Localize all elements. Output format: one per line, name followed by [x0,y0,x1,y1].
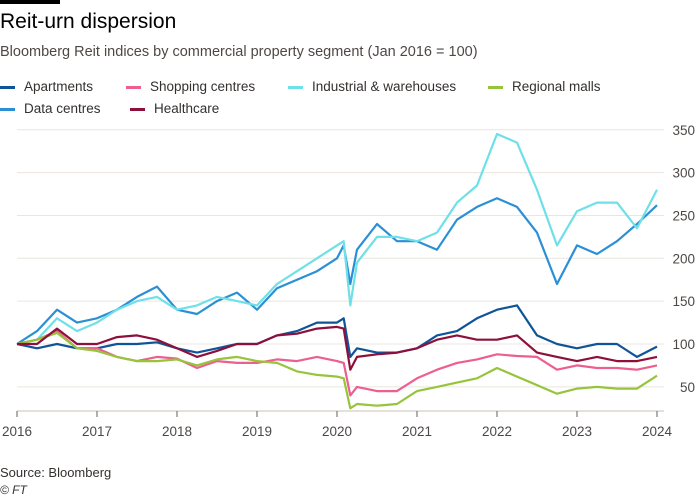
line-chart: 50 100 150 200 250 300 350 2016 2017 2018 2019 2020… [2,123,695,439]
legend-item: Shopping centres [126,79,255,94]
x-tick-label: 2023 [562,424,592,439]
legend-item: Apartments [0,79,93,94]
x-tick-label: 2018 [162,424,192,439]
y-tick-label: 100 [672,337,695,352]
legend-item: Healthcare [130,101,219,116]
legend-label: Healthcare [154,101,220,116]
source-note: Source: Bloomberg [0,465,112,480]
legend-swatch [0,85,15,89]
legend-item: Industrial & warehouses [288,79,456,94]
x-tick-label: 2017 [82,424,112,439]
series-line-shopping-centres [16,330,658,397]
legend-item: Data centres [0,101,101,116]
legend-label: Regional malls [512,79,601,94]
legend-label: Shopping centres [150,79,256,94]
series-line-regional-malls [16,331,658,410]
y-tick-label: 200 [672,251,695,266]
chart-subtitle: Bloomberg Reit indices by commercial pro… [0,44,478,60]
series-line-healthcare [17,325,658,371]
legend-label: Apartments [24,79,94,94]
legend-swatch [130,107,145,111]
x-tick-label: 2024 [642,424,673,439]
x-tick-label: 2019 [242,424,272,439]
legend-swatch [288,85,303,89]
y-tick-label: 300 [672,166,695,181]
legend-label: Data centres [24,101,101,116]
chart-title: Reit-urn dispersion [0,10,177,33]
y-tick-label: 150 [672,294,695,309]
y-tick-label: 250 [672,208,695,223]
x-tick-label: 2016 [2,424,32,439]
legend-item: Regional malls [488,79,601,94]
legend-swatch [0,107,15,111]
x-tick-label: 2020 [322,424,352,439]
legend-swatch [488,85,503,89]
y-tick-label: 50 [680,380,695,395]
x-tick-label: 2021 [402,424,432,439]
legend-swatch [126,85,141,89]
x-tick-label: 2022 [482,424,512,439]
series-line-apartments [16,304,658,358]
series-line-industrial-warehouses [16,132,658,346]
legend-label: Industrial & warehouses [312,79,457,94]
y-tick-label: 350 [672,123,695,138]
ft-top-bar [0,0,60,4]
ft-credit: © FT [0,483,27,497]
